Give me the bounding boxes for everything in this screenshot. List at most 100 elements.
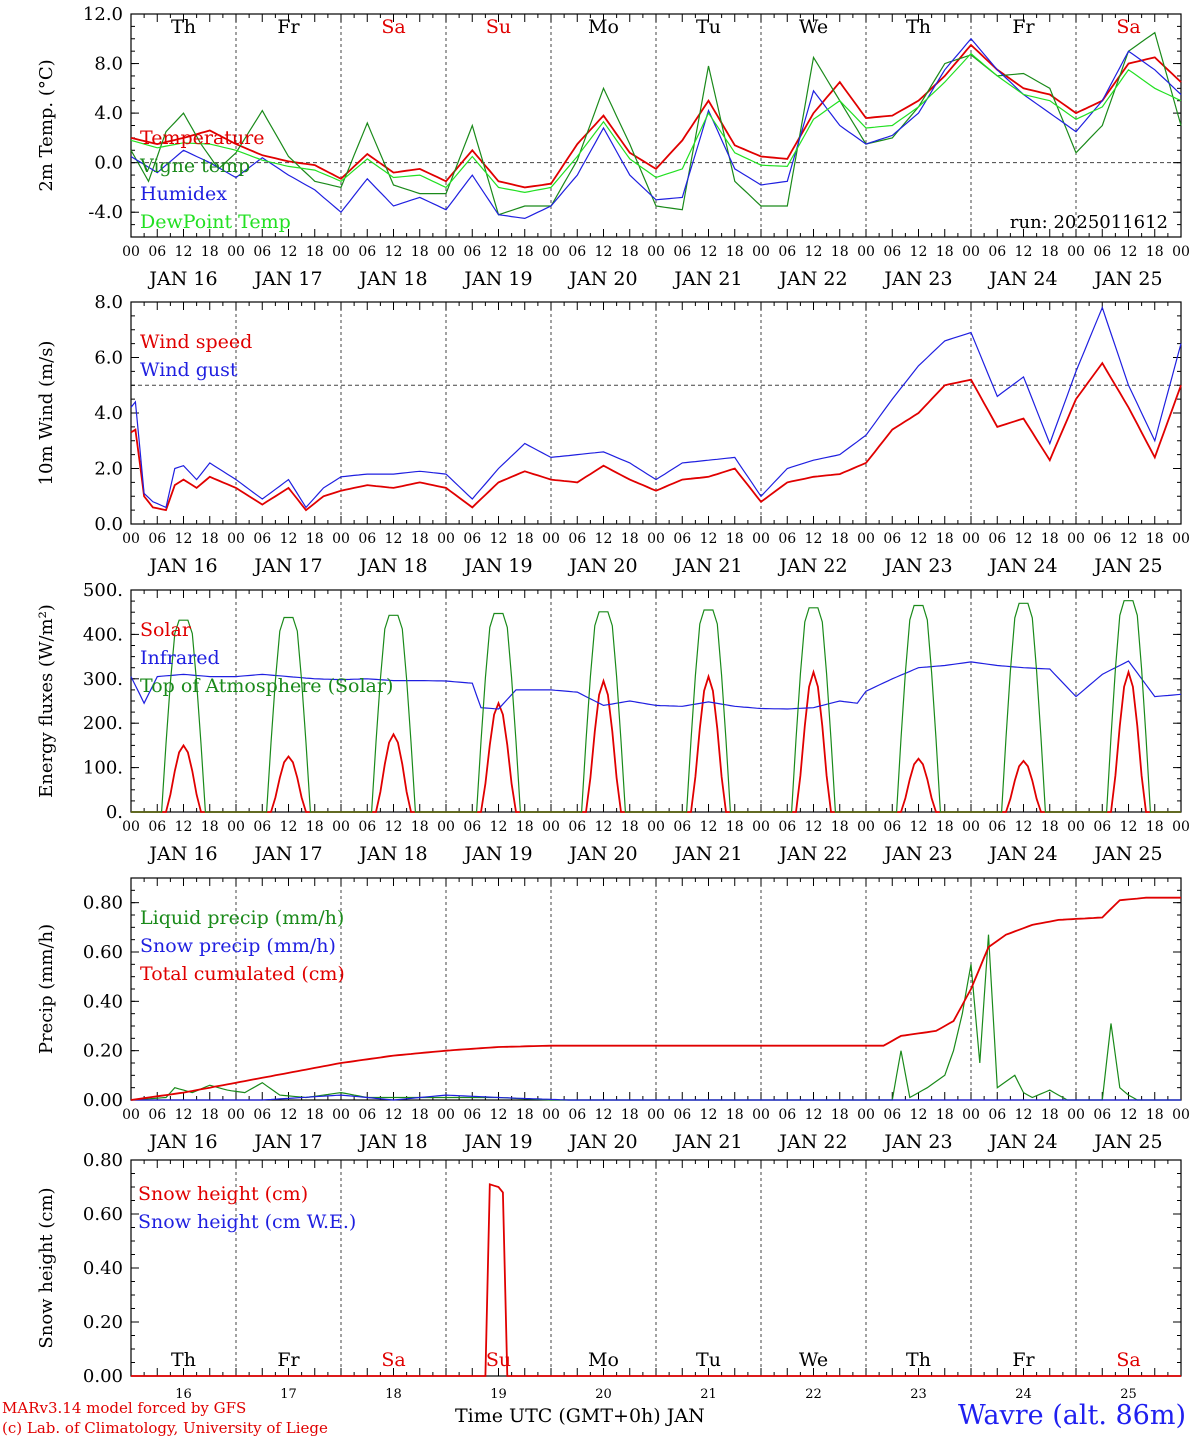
hour-tick-label: 06 (1093, 531, 1111, 547)
hour-tick-label: 06 (463, 531, 481, 547)
y-tick-label: 8.0 (94, 292, 123, 313)
hour-tick-label: 18 (306, 244, 324, 260)
hour-tick-label: 00 (1172, 819, 1190, 835)
hour-tick-label: 06 (778, 819, 796, 835)
day-name: Fr (277, 1349, 300, 1371)
y-tick-label: 4.0 (94, 403, 123, 424)
y-tick-label: 0.60 (83, 1204, 123, 1225)
date-label: JAN 23 (882, 268, 952, 290)
day-name: Th (171, 16, 196, 38)
y-tick-label: 2.0 (94, 459, 123, 480)
day-name: Th (906, 1349, 931, 1371)
y-tick-label: 0. (106, 802, 123, 823)
hour-tick-label: 06 (1093, 1107, 1111, 1123)
hour-tick-label: 18 (516, 1107, 534, 1123)
hour-tick-label: 06 (673, 1107, 691, 1123)
hour-tick-label: 06 (253, 1107, 271, 1123)
lab-credit: (c) Lab. of Climatology, University of L… (2, 1419, 328, 1437)
legend-entry: Top of Atmosphere (Solar) (140, 675, 393, 697)
date-label: JAN 24 (987, 1131, 1057, 1153)
hour-tick-label: 00 (1172, 531, 1190, 547)
hour-tick-label: 12 (175, 1107, 193, 1123)
hour-tick-label: 18 (936, 1107, 954, 1123)
hour-tick-label: 06 (778, 244, 796, 260)
hour-tick-label: 18 (201, 531, 219, 547)
hour-tick-label: 18 (1146, 531, 1164, 547)
y-tick-label: 300. (83, 669, 123, 690)
hour-tick-label: 06 (358, 244, 376, 260)
hour-tick-label: 06 (988, 244, 1006, 260)
day-name: Su (486, 1349, 511, 1371)
hour-tick-label: 12 (1120, 244, 1138, 260)
hour-tick-label: 12 (175, 531, 193, 547)
hour-tick-label: 00 (122, 531, 140, 547)
hour-tick-label: 18 (306, 531, 324, 547)
hour-tick-label: 06 (883, 819, 901, 835)
hour-tick-label: 06 (883, 1107, 901, 1123)
hour-tick-label: 06 (673, 244, 691, 260)
y-tick-label: 6.0 (94, 348, 123, 369)
hour-tick-label: 12 (700, 531, 718, 547)
hour-tick-label: 00 (332, 819, 350, 835)
hour-tick-label: 00 (332, 531, 350, 547)
hour-tick-label: 00 (227, 1107, 245, 1123)
hour-tick-label: 18 (1146, 819, 1164, 835)
date-label: JAN 25 (1092, 843, 1162, 865)
y-tick-label: 0.20 (83, 1312, 123, 1333)
hour-tick-label: 18 (621, 531, 639, 547)
hour-tick-label: 06 (883, 531, 901, 547)
hour-tick-label: 06 (358, 531, 376, 547)
station-name: Wavre (alt. 86m) (958, 1400, 1186, 1431)
hour-tick-label: 12 (1015, 819, 1033, 835)
hour-tick-label: 00 (437, 819, 455, 835)
y-tick-label: 0.00 (83, 1090, 123, 1111)
y-tick-label: 0.40 (83, 991, 123, 1012)
hour-tick-label: 18 (1041, 244, 1059, 260)
day-name: Fr (1012, 16, 1035, 38)
hour-tick-label: 12 (595, 1107, 613, 1123)
y-axis-label: 2m Temp. (°C) (36, 59, 57, 191)
legend-entry: Total cumulated (cm) (140, 963, 345, 985)
hour-tick-label: 06 (673, 531, 691, 547)
legend-entry: Humidex (140, 183, 227, 205)
legend-entry: Temperature (140, 127, 264, 149)
hour-tick-label: 12 (490, 1107, 508, 1123)
day-name: Sa (381, 16, 405, 38)
y-tick-label: -4.0 (88, 202, 123, 223)
hour-tick-label: 18 (1146, 244, 1164, 260)
y-tick-label: 0.40 (83, 1258, 123, 1279)
hour-tick-label: 00 (1067, 244, 1085, 260)
hour-tick-label: 00 (227, 244, 245, 260)
y-tick-label: 12.0 (83, 4, 123, 25)
date-label: JAN 21 (672, 843, 742, 865)
hour-tick-label: 06 (358, 819, 376, 835)
day-number: 25 (1120, 1387, 1137, 1400)
hour-tick-label: 00 (437, 531, 455, 547)
hour-tick-label: 18 (306, 1107, 324, 1123)
hour-tick-label: 00 (857, 244, 875, 260)
hour-tick-label: 00 (122, 1107, 140, 1123)
day-name: Mo (588, 1349, 619, 1371)
hour-tick-label: 06 (568, 819, 586, 835)
hour-tick-label: 12 (910, 531, 928, 547)
hour-tick-label: 06 (358, 1107, 376, 1123)
hour-tick-label: 06 (253, 819, 271, 835)
date-label: JAN 19 (462, 1131, 532, 1153)
y-tick-label: 500. (83, 580, 123, 601)
hour-tick-label: 00 (647, 244, 665, 260)
x-axis-title: Time UTC (GMT+0h) JAN (455, 1405, 705, 1427)
day-number: 24 (1015, 1387, 1032, 1400)
hour-tick-label: 12 (280, 531, 298, 547)
series-line (131, 600, 1181, 813)
hour-tick-label: 18 (726, 819, 744, 835)
legend-entry: Snow height (cm) (138, 1183, 308, 1205)
hour-tick-label: 12 (385, 531, 403, 547)
date-label: JAN 22 (777, 1131, 847, 1153)
hour-tick-label: 06 (463, 819, 481, 835)
hour-tick-label: 00 (1172, 244, 1190, 260)
hour-tick-label: 12 (910, 1107, 928, 1123)
y-axis-label: Snow height (cm) (36, 1187, 57, 1348)
date-label: JAN 25 (1092, 268, 1162, 290)
y-tick-label: 0.80 (83, 1150, 123, 1171)
hour-tick-label: 18 (411, 819, 429, 835)
